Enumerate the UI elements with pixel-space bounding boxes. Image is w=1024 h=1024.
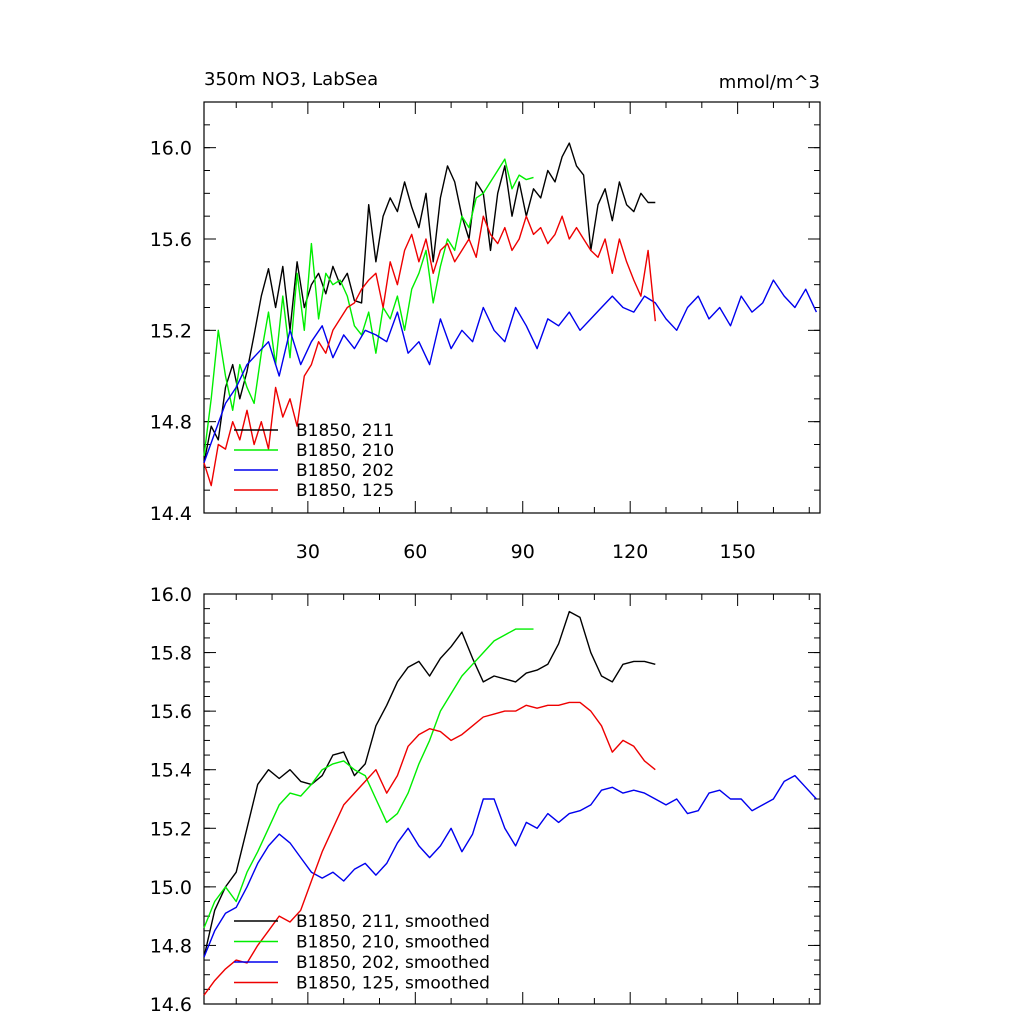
bottom-panel: 14.6 14.8 15.0 15.2 15.4 15.6 15.8 16.0 B1850, … xyxy=(150,584,821,1016)
series-line-3 xyxy=(203,215,656,487)
series-line-0 xyxy=(203,610,656,958)
legend-label: B1850, 210, smoothed xyxy=(296,933,490,953)
series-line-1 xyxy=(203,628,534,929)
x-tick-label: 120 xyxy=(612,541,648,563)
series-line-2 xyxy=(203,279,818,464)
chart-title: 350m NO3, LabSea xyxy=(204,69,378,90)
series-line-1 xyxy=(203,158,534,456)
y-tick-label: 14.4 xyxy=(150,503,192,525)
y-tick-label: 14.8 xyxy=(150,412,192,434)
y-tick-label: 16.0 xyxy=(150,138,192,160)
y-tick-label: 15.2 xyxy=(150,320,192,342)
series-line-3 xyxy=(203,701,656,996)
y-tick-label: 15.0 xyxy=(150,877,192,899)
x-tick-label: 30 xyxy=(296,541,320,563)
x-tick-label: 60 xyxy=(403,541,427,563)
x-tick-label: 90 xyxy=(511,541,535,563)
legend-label: B1850, 211 xyxy=(296,421,394,441)
series-line-0 xyxy=(203,142,656,463)
legend-label: B1850, 202 xyxy=(296,461,394,481)
series-line-2 xyxy=(203,774,817,958)
y-tick-label: 14.8 xyxy=(150,935,192,957)
legend-label: B1850, 202, smoothed xyxy=(296,953,490,973)
y-tick-label: 15.6 xyxy=(150,229,192,251)
y-tick-label: 15.8 xyxy=(150,643,192,665)
legend-label: B1850, 210 xyxy=(296,441,394,461)
units-label: mmol/m^3 xyxy=(719,72,820,93)
legend-label: B1850, 125, smoothed xyxy=(296,974,490,994)
y-tick-label: 15.2 xyxy=(150,818,192,840)
y-tick-label: 15.6 xyxy=(150,701,192,723)
legend-label: B1850, 125 xyxy=(296,481,394,501)
y-tick-label: 16.0 xyxy=(150,584,192,606)
top-panel: 350m NO3, LabSea mmol/m^3 14.4 14.8 15.2 15… xyxy=(150,69,821,563)
x-tick-label: 150 xyxy=(719,541,755,563)
legend-label: B1850, 211, smoothed xyxy=(296,912,490,932)
y-tick-label: 14.6 xyxy=(150,994,192,1016)
y-tick-label: 15.4 xyxy=(150,760,192,782)
